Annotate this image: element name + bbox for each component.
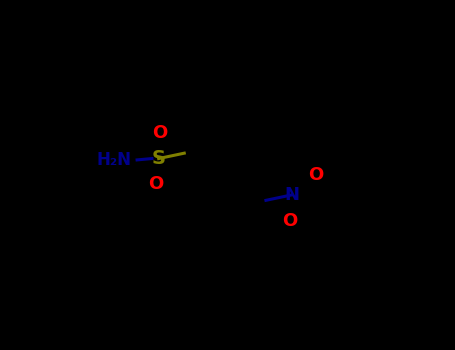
Text: O: O	[283, 211, 298, 230]
Text: O: O	[152, 124, 167, 142]
Text: N: N	[284, 186, 299, 204]
Text: S: S	[152, 149, 166, 168]
Text: H₂N: H₂N	[97, 151, 131, 169]
Text: O: O	[308, 166, 324, 184]
Text: O: O	[148, 175, 164, 193]
